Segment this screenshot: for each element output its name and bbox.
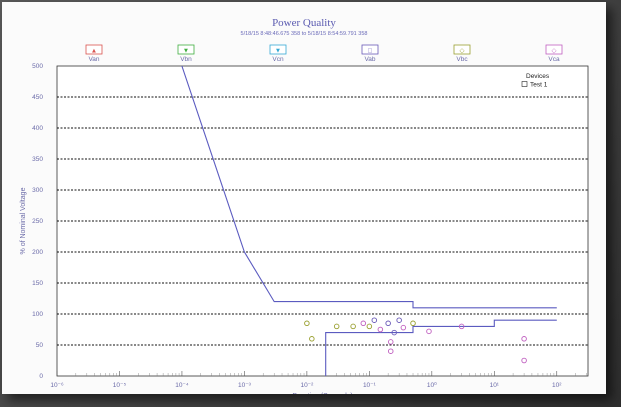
data-point [333, 323, 340, 330]
x-tick-label: 10¹ [490, 382, 500, 389]
data-point [521, 336, 527, 342]
devices-checkbox [521, 81, 528, 87]
legend-glyph-vcn: ▼ [275, 48, 281, 55]
legend-marker-vbn [177, 44, 195, 55]
y-tick-label: 250 [32, 218, 43, 225]
data-point [360, 320, 367, 327]
chart-svg: Power Quality 5/18/15 8:48:46.675 358 to … [20, 17, 589, 394]
plot-area [56, 65, 589, 377]
y-tick-label: 300 [32, 187, 43, 194]
devices-title: Devices [526, 73, 550, 80]
legend-label-vcn: Vcn [272, 56, 284, 63]
x-tick-label: 10⁻⁴ [175, 382, 189, 389]
legend-glyph-vab: □ [368, 48, 372, 55]
legend-glyph-vca: ◇ [552, 48, 558, 55]
chart-paper: Power Quality 5/18/15 8:48:46.675 358 to … [2, 2, 606, 394]
y-tick-label: 350 [32, 156, 43, 163]
data-point [521, 357, 527, 364]
y-tick-label: 150 [32, 280, 43, 287]
data-point [387, 348, 394, 354]
data-point [396, 317, 402, 323]
data-point [385, 320, 391, 327]
y-tick-label: 100 [32, 311, 43, 318]
data-point [366, 323, 373, 330]
chart-title: Power Quality [272, 17, 336, 29]
x-tick-label: 10⁰ [427, 381, 437, 389]
data-point [400, 324, 407, 331]
envelope-upper-line [181, 66, 557, 309]
data-point [309, 336, 315, 342]
legend-label-vca: Vca [548, 56, 560, 63]
data-point [391, 329, 397, 336]
y-tick-label: 450 [32, 94, 43, 101]
data-point [371, 317, 378, 323]
legend-label-vbc: Vbc [456, 56, 468, 63]
data-point [426, 328, 432, 335]
y-tick-label: 200 [32, 249, 43, 256]
legend-label-vbn: Vbn [180, 56, 192, 63]
legend-marker-van [85, 44, 103, 55]
y-tick-label: 500 [32, 63, 43, 70]
y-tick-label: 0 [39, 373, 43, 380]
data-point [387, 339, 394, 345]
legend-marker-vbc [453, 44, 471, 55]
data-point [350, 323, 356, 330]
legend-glyph-vbn: ▼ [183, 48, 189, 55]
data-point [377, 326, 384, 333]
legend-marker-vcn [269, 44, 287, 55]
y-tick-label: 50 [36, 342, 44, 349]
chart-subtitle: 5/18/15 8:48:46.675 358 to 5/18/15 8:54:… [241, 31, 368, 37]
envelope-lower-line [325, 319, 557, 376]
legend-marker-vca [545, 44, 563, 55]
x-tick-label: 10⁻⁶ [50, 382, 64, 389]
x-tick-label: 10² [552, 382, 562, 389]
legend-label-van: Van [88, 56, 99, 63]
y-axis-label: % of Nominal Voltage [20, 187, 27, 254]
data-point [458, 323, 465, 330]
legend-glyph-vbc: ◇ [460, 48, 466, 55]
legend-marker-vab [361, 44, 379, 55]
x-tick-label: 10⁻³ [238, 382, 252, 389]
x-tick-label: 10⁻² [300, 382, 314, 389]
data-point [410, 320, 416, 327]
devices-item: Test 1 [530, 82, 548, 89]
x-tick-label: 10⁻¹ [363, 382, 377, 389]
y-tick-label: 400 [32, 125, 43, 132]
x-axis-label: Duration (Seconds) [292, 393, 352, 394]
legend-label-vab: Vab [364, 56, 375, 63]
data-point [304, 320, 310, 327]
legend-glyph-van: ▲ [91, 48, 97, 55]
x-tick-label: 10⁻⁵ [113, 382, 127, 389]
